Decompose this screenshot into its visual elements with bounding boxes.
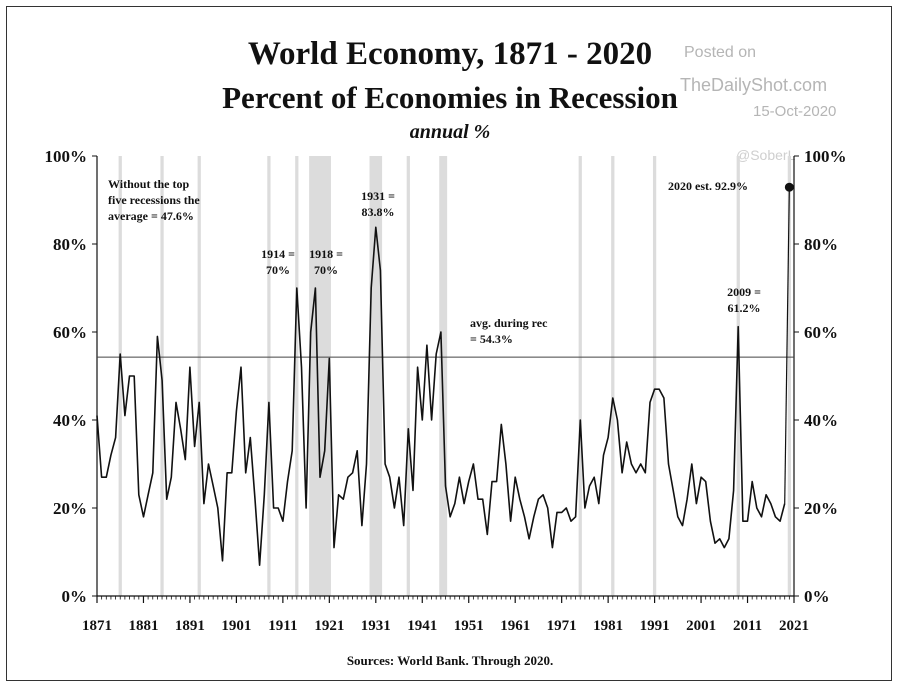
annotation-average-excl-top-five: Without the top xyxy=(108,177,189,191)
y-tick-label: 60% xyxy=(53,323,87,342)
annotation-1931: 83.8% xyxy=(362,205,395,219)
x-tick-label: 1881 xyxy=(128,618,158,634)
x-tick-label: 1921 xyxy=(314,618,344,634)
annotation-1931: 1931 = xyxy=(361,189,395,203)
x-tick-label: 2021 xyxy=(779,618,809,634)
y-tick-label-right: 100% xyxy=(804,147,847,166)
annotation-average-during-recession: = 54.3% xyxy=(470,332,513,346)
recession-band xyxy=(197,156,201,596)
recession-band xyxy=(267,156,271,596)
watermark-posted-on: Posted on xyxy=(684,44,757,61)
chart-subtitle: annual % xyxy=(409,121,491,143)
annotation-1918: 1918 = xyxy=(309,247,343,261)
recession-band xyxy=(578,156,582,596)
chart-frame xyxy=(6,6,892,681)
estimate-point-2020 xyxy=(784,182,794,192)
annotation-average-excl-top-five: average = 47.6% xyxy=(108,209,194,223)
annotation-average-excl-top-five: five recessions the xyxy=(108,193,200,207)
y-tick-label: 40% xyxy=(53,411,87,430)
annotation-2020-estimate: 2020 est. 92.9% xyxy=(668,179,748,193)
chart-source: Sources: World Bank. Through 2020. xyxy=(346,653,554,668)
recession-band xyxy=(439,156,448,596)
y-tick-label: 0% xyxy=(62,587,88,606)
recession-band xyxy=(295,156,299,596)
chart-title: World Economy, 1871 - 2020 xyxy=(247,36,653,72)
x-tick-label: 1971 xyxy=(547,618,577,634)
x-tick-label: 1891 xyxy=(175,618,205,634)
x-tick-label: 1981 xyxy=(593,618,623,634)
y-tick-label: 80% xyxy=(53,235,87,254)
recession-band xyxy=(787,156,791,596)
x-tick-label: 2011 xyxy=(733,618,762,634)
annotation-1914: 70% xyxy=(266,263,290,277)
recession-share-line xyxy=(96,226,786,566)
recession-band xyxy=(611,156,615,596)
recession-band xyxy=(309,156,331,596)
recession-band xyxy=(369,156,383,596)
recession-band xyxy=(652,156,657,596)
y-tick-label-right: 20% xyxy=(804,499,838,518)
y-tick-label: 20% xyxy=(53,499,87,518)
y-tick-label: 100% xyxy=(45,147,88,166)
y-tick-label-right: 60% xyxy=(804,323,838,342)
recession-band xyxy=(406,156,410,596)
chart-title-line2: Percent of Economies in Recession xyxy=(222,80,678,115)
annotation-1914: 1914 = xyxy=(261,247,295,261)
x-tick-label: 1961 xyxy=(500,618,530,634)
x-tick-label: 1951 xyxy=(454,618,484,634)
x-tick-label: 1871 xyxy=(82,618,112,634)
recession-band xyxy=(118,156,122,596)
x-tick-label: 1991 xyxy=(640,618,670,634)
recession-band xyxy=(736,156,740,596)
watermark-site: TheDailyShot.com xyxy=(680,75,828,95)
x-tick-label: 1941 xyxy=(407,618,437,634)
y-tick-label-right: 40% xyxy=(804,411,838,430)
x-tick-label: 1901 xyxy=(221,618,251,634)
y-tick-label-right: 80% xyxy=(804,235,838,254)
watermark-date: 15-Oct-2020 xyxy=(753,103,837,120)
annotation-2009: 61.2% xyxy=(728,301,761,315)
x-tick-label: 2001 xyxy=(686,618,716,634)
annotation-1918: 70% xyxy=(314,263,338,277)
x-tick-label: 1931 xyxy=(361,618,391,634)
annotation-average-during-recession: avg. during rec xyxy=(470,316,548,330)
annotation-2009: 2009 = xyxy=(727,285,761,299)
y-tick-label-right: 0% xyxy=(804,587,830,606)
estimate-connector xyxy=(784,187,790,504)
x-tick-label: 1911 xyxy=(268,618,297,634)
watermark-handle: @SoberL xyxy=(736,147,796,163)
